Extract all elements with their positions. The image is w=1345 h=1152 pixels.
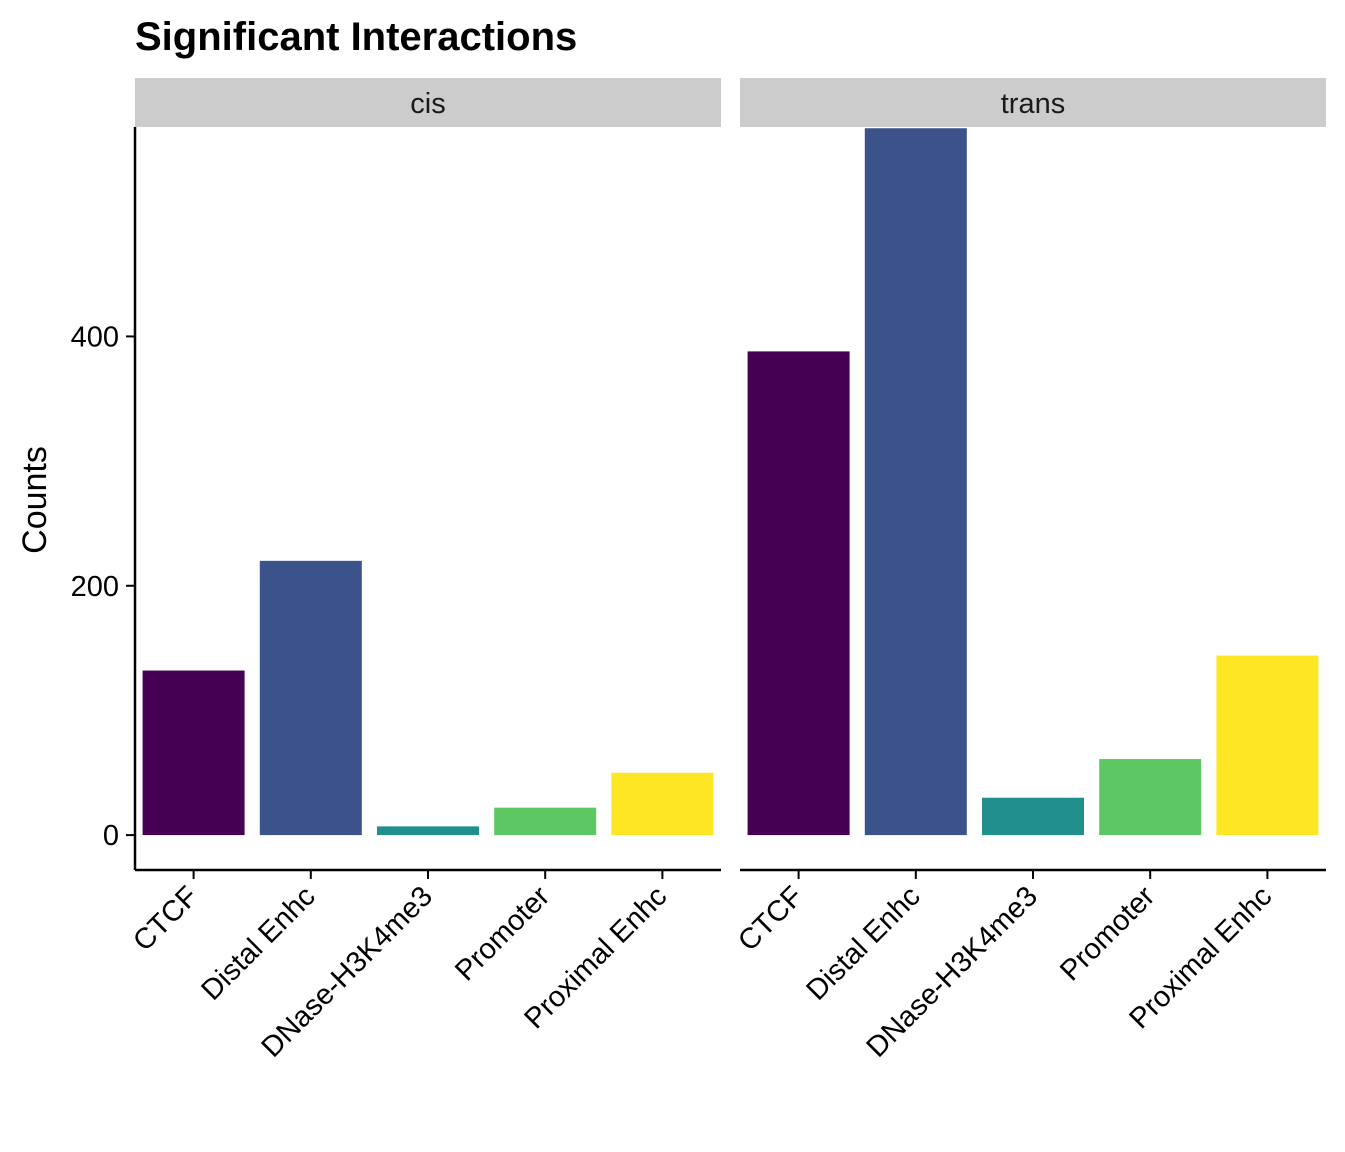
facet-strip-label: trans	[1001, 88, 1065, 120]
bar-trans-proximal-enhc	[1216, 655, 1319, 836]
bar-trans-promoter	[1099, 759, 1202, 836]
bar-cis-dnase-h3k4me3	[377, 826, 479, 836]
bar-cis-promoter	[494, 807, 597, 836]
x-tick-label: Distal Enhc	[800, 880, 926, 1006]
y-tick-label: 400	[71, 321, 119, 353]
bar-trans-distal-enhc	[864, 128, 967, 836]
x-tick-label: Distal Enhc	[195, 880, 321, 1006]
y-axis-title: Counts	[16, 446, 54, 554]
x-tick-label: CTCF	[732, 880, 809, 957]
y-tick-label: 200	[71, 571, 119, 603]
bar-cis-ctcf	[142, 670, 245, 836]
chart-title: Significant Interactions	[135, 15, 577, 59]
x-tick-label: Promoter	[1054, 880, 1161, 987]
x-tick-label: Promoter	[449, 880, 556, 987]
facet-strip-trans	[740, 78, 1326, 127]
x-tick-label: CTCF	[127, 880, 204, 957]
bar-cis-proximal-enhc	[611, 772, 714, 836]
bar-trans-dnase-h3k4me3	[982, 797, 1084, 836]
facet-strip-label: cis	[410, 88, 445, 120]
y-tick-label: 0	[103, 820, 119, 852]
bar-cis-distal-enhc	[259, 560, 362, 836]
facet-strip-cis	[135, 78, 721, 127]
bar-trans-ctcf	[747, 351, 850, 836]
